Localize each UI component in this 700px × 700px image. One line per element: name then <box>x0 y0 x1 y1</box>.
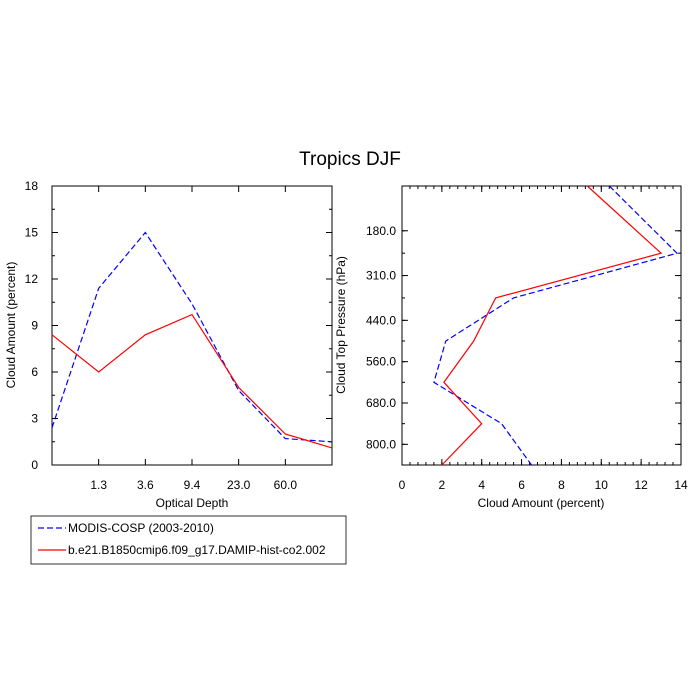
left-axes <box>51 185 333 466</box>
right-y-tick-label: 800.0 <box>366 437 396 451</box>
left-x-axis-label: Optical Depth <box>156 496 229 510</box>
right-ticks: 0 2 4 6 8 10 12 14 180.0 310.0 440.0 560.0 680.0 800.… <box>366 185 688 492</box>
right-y-tick-label: 680.0 <box>366 396 396 410</box>
right-y-tick-label: 440.0 <box>366 313 396 327</box>
left-series <box>51 231 333 449</box>
right-x-axis-label: Cloud Amount (percent) <box>478 496 605 510</box>
left-x-tick-label: 23.0 <box>227 478 251 492</box>
left-x-tick-label: 60.0 <box>274 478 298 492</box>
left-ticks: 1.3 3.6 9.4 23.0 60.0 0 3 6 9 12 15 18 <box>25 179 332 492</box>
legend-label-modis: MODIS-COSP (2003-2010) <box>68 521 214 535</box>
left-y-tick-label: 9 <box>31 319 38 333</box>
optical-depth-panel: 1.3 3.6 9.4 23.0 60.0 0 3 6 9 12 15 18 Optical Dept… <box>4 179 333 510</box>
right-x-tick-label: 14 <box>674 478 688 492</box>
right-x-tick-label: 4 <box>478 478 485 492</box>
pressure-panel: 0 2 4 6 8 10 12 14 180.0 310.0 440.0 560.0 680.0 800.… <box>334 185 688 510</box>
legend-box <box>30 515 347 565</box>
left-y-tick-label: 3 <box>31 412 38 426</box>
right-y-tick-label: 310.0 <box>366 269 396 283</box>
left-plot-frame <box>51 185 333 466</box>
right-x-tick-label: 12 <box>634 478 648 492</box>
left-y-tick-label: 15 <box>25 226 39 240</box>
right-axes <box>401 185 682 466</box>
right-plot-frame <box>401 185 682 466</box>
chart-title: Tropics DJF <box>299 149 401 170</box>
right-x-tick-label: 2 <box>439 478 446 492</box>
left-y-axis-label: Cloud Amount (percent) <box>4 262 18 389</box>
right-y-axis-label: Cloud Top Pressure (hPa) <box>334 256 348 394</box>
left-x-tick-label: 3.6 <box>137 478 154 492</box>
left-y-tick-label: 6 <box>31 365 38 379</box>
left-y-tick-label: 0 <box>31 458 38 472</box>
right-x-tick-label: 8 <box>558 478 565 492</box>
left-x-tick-label: 9.4 <box>184 478 201 492</box>
right-y-tick-label: 180.0 <box>366 224 396 238</box>
left-y-tick-label: 12 <box>25 272 39 286</box>
left-y-tick-label: 18 <box>25 179 39 193</box>
left-series-model-line <box>51 313 333 449</box>
right-series <box>433 185 679 466</box>
right-x-tick-label: 0 <box>399 478 406 492</box>
right-series-model-line <box>441 185 663 466</box>
right-y-tick-label: 560.0 <box>366 355 396 369</box>
right-x-tick-label: 10 <box>595 478 609 492</box>
left-x-tick-label: 1.3 <box>90 478 107 492</box>
right-series-modis-line <box>433 185 679 466</box>
legend-label-model: b.e21.B1850cmip6.f09_g17.DAMIP-hist-co2.… <box>68 543 326 557</box>
left-series-modis-line <box>51 231 333 443</box>
legend: MODIS-COSP (2003-2010) b.e21.B1850cmip6.… <box>30 515 347 565</box>
right-x-tick-label: 6 <box>518 478 525 492</box>
